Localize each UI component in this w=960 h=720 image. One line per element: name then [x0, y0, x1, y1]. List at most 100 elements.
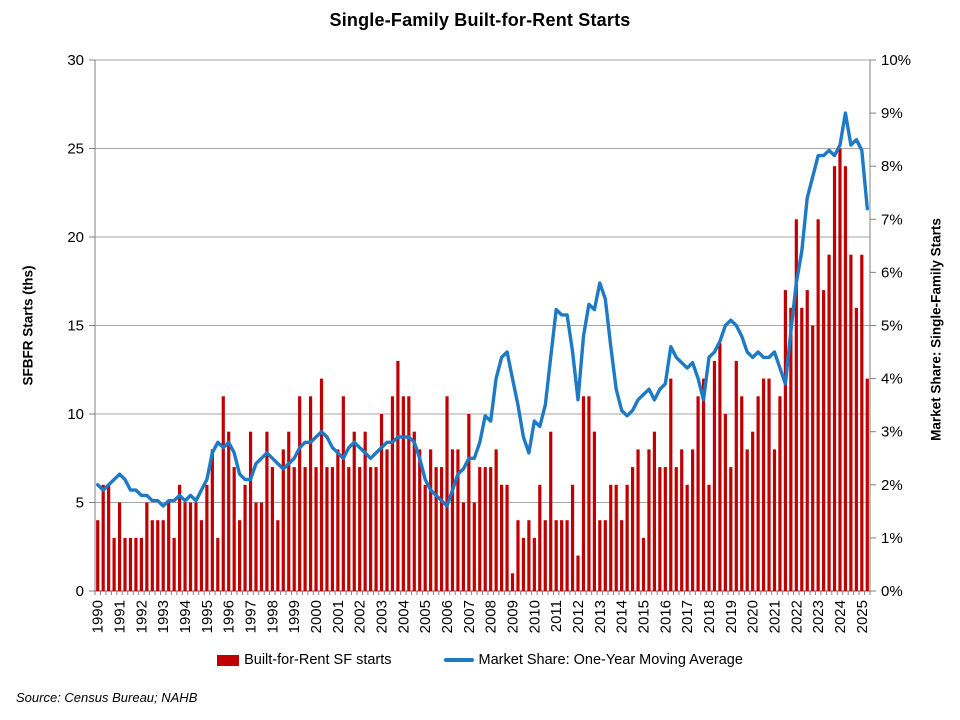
- x-year-label: 1999: [286, 600, 303, 633]
- bar: [685, 484, 689, 591]
- left-tick-label: 20: [67, 229, 84, 246]
- bar: [478, 467, 482, 591]
- right-tick-label: 1%: [881, 530, 903, 547]
- bar: [287, 431, 291, 591]
- right-tick-label: 4%: [881, 371, 903, 388]
- bar: [325, 467, 329, 591]
- bar: [445, 396, 449, 591]
- bar: [620, 520, 624, 591]
- right-tick-label: 9%: [881, 105, 903, 122]
- x-year-label: 2006: [439, 600, 456, 633]
- bar: [740, 396, 744, 591]
- left-tick-label: 15: [67, 318, 84, 335]
- bar: [385, 449, 389, 591]
- bar: [227, 431, 231, 591]
- bar: [587, 396, 591, 591]
- bar: [358, 467, 362, 591]
- bar: [701, 378, 706, 591]
- bar: [854, 307, 858, 591]
- bar: [543, 520, 547, 591]
- right-tick-label: 2%: [881, 477, 903, 494]
- bar: [374, 467, 378, 591]
- bar: [434, 467, 438, 591]
- bar: [745, 449, 749, 591]
- right-tick-label: 0%: [881, 583, 903, 600]
- bar: [560, 520, 564, 591]
- bar: [101, 484, 105, 591]
- bar: [319, 378, 324, 591]
- bar: [696, 396, 700, 591]
- right-tick-label: 6%: [881, 264, 903, 281]
- bar: [603, 520, 607, 591]
- bar: [117, 502, 122, 591]
- bar: [761, 378, 766, 591]
- bar: [314, 467, 318, 591]
- x-year-label: 1995: [199, 600, 216, 633]
- bar: [221, 396, 225, 591]
- bar: [298, 396, 302, 591]
- bar: [330, 467, 335, 591]
- bar: [647, 449, 651, 591]
- x-year-label: 1997: [243, 600, 260, 633]
- bar: [270, 467, 274, 591]
- bar: [292, 467, 296, 591]
- x-year-label: 1990: [90, 600, 107, 633]
- x-year-label: 2009: [505, 600, 522, 633]
- bar: [691, 449, 695, 591]
- bar: [352, 431, 356, 591]
- x-year-label: 2011: [548, 600, 565, 632]
- x-year-label: 1994: [177, 600, 194, 633]
- right-tick-label: 3%: [881, 424, 903, 441]
- right-tick-label: 10%: [881, 52, 911, 69]
- bar: [232, 467, 236, 591]
- bar: [794, 219, 798, 592]
- bar: [112, 537, 116, 591]
- bar: [641, 537, 646, 591]
- x-year-label: 2001: [330, 600, 347, 633]
- bar: [598, 520, 602, 591]
- x-year-label: 2021: [766, 600, 783, 633]
- bar: [751, 431, 755, 591]
- x-year-label: 2016: [657, 600, 674, 633]
- chart-legend: Built-for-Rent SF starts Market Share: O…: [0, 652, 960, 668]
- bar: [734, 360, 738, 591]
- bar: [521, 537, 526, 591]
- x-year-label: 2013: [592, 600, 609, 633]
- bar: [860, 254, 864, 591]
- x-year-label: 2010: [526, 600, 543, 633]
- bar: [450, 449, 455, 591]
- bar: [822, 290, 826, 591]
- x-year-label: 1998: [264, 600, 281, 633]
- bar: [467, 414, 471, 591]
- bar: [281, 449, 285, 591]
- left-tick-label: 25: [67, 141, 84, 158]
- bar: [554, 520, 558, 591]
- x-year-label: 2018: [701, 600, 718, 633]
- axes: [89, 59, 876, 595]
- bar: [308, 396, 313, 591]
- x-year-label: 1993: [155, 600, 172, 633]
- bar: [188, 502, 193, 591]
- chart-title: Single-Family Built-for-Rent Starts: [329, 10, 631, 30]
- bar: [128, 537, 133, 591]
- line-series-label: Market Share: One-Year Moving Average: [478, 652, 743, 668]
- bar: [418, 449, 422, 591]
- bar: [538, 484, 542, 591]
- bar: [243, 484, 247, 591]
- bar-series: [96, 148, 869, 592]
- bar: [423, 484, 427, 591]
- x-year-label: 1992: [133, 600, 150, 633]
- bar: [341, 396, 345, 591]
- bar: [816, 219, 820, 592]
- bar: [379, 414, 384, 591]
- bar: [439, 467, 444, 591]
- bar: [183, 502, 187, 591]
- bar: [783, 290, 787, 591]
- bar: [456, 449, 460, 591]
- bar: [123, 537, 127, 591]
- line-series-swatch: [443, 658, 474, 662]
- bar-series-label: Built-for-Rent SF starts: [244, 652, 392, 668]
- right-tick-label: 5%: [881, 318, 903, 335]
